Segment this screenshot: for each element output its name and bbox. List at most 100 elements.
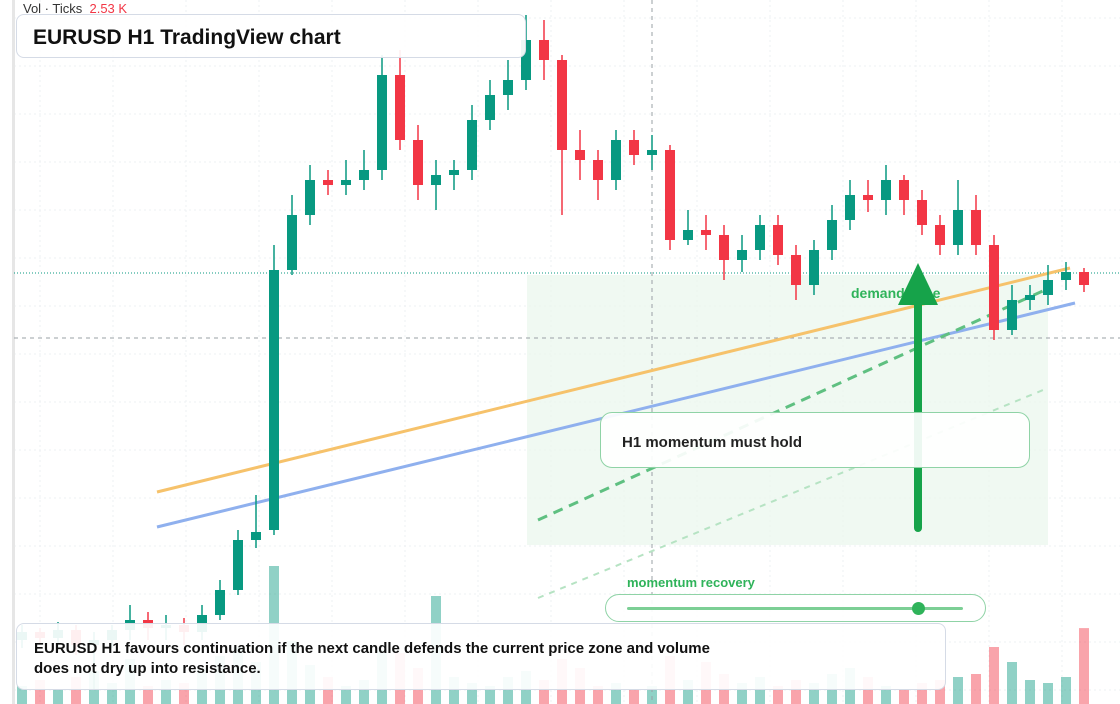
- candle-body: [593, 160, 603, 180]
- volume-bar: [683, 680, 693, 704]
- volume-bar: [809, 683, 819, 704]
- candle-body: [719, 235, 729, 260]
- volume-bar: [953, 677, 963, 704]
- note-box: EURUSD H1 favours continuation if the ne…: [16, 623, 946, 690]
- candle-body: [665, 150, 675, 240]
- candle-body: [503, 80, 513, 95]
- volume-bar: [863, 677, 873, 704]
- candle-body: [395, 75, 405, 140]
- candle-body: [467, 120, 477, 170]
- candle-body: [413, 140, 423, 185]
- volume-bar: [989, 647, 999, 704]
- volume-bar: [161, 680, 171, 704]
- volume-bar: [755, 677, 765, 704]
- candle-body: [629, 140, 639, 155]
- note-text: EURUSD H1 favours continuation if the ne…: [34, 640, 710, 677]
- volume-title: Vol · Ticks: [23, 1, 83, 16]
- volume-bar: [1043, 683, 1053, 704]
- arrow-head: [898, 263, 938, 305]
- title: EURUSD H1 TradingView chart: [33, 26, 341, 49]
- slider-label: momentum recovery: [627, 575, 755, 590]
- candle-body: [989, 245, 999, 330]
- volume-bar: [593, 686, 603, 704]
- volume-bar: [323, 677, 333, 704]
- slider-knob[interactable]: [912, 602, 925, 615]
- candle-body: [1061, 272, 1071, 280]
- callout-box: H1 momentum must hold: [600, 412, 1030, 468]
- volume-bar: [53, 689, 63, 704]
- volume-bar: [899, 689, 909, 704]
- candle-body: [611, 140, 621, 180]
- volume-bar: [629, 689, 639, 704]
- volume-bar: [647, 686, 657, 704]
- candle-body: [233, 540, 243, 590]
- volume-bar: [1061, 677, 1071, 704]
- candle-body: [539, 40, 549, 60]
- candle-body: [881, 180, 891, 200]
- candles: [17, 15, 1089, 690]
- candle-body: [305, 180, 315, 215]
- candle-body: [215, 590, 225, 615]
- title-box: EURUSD H1 TradingView chart: [16, 14, 526, 58]
- candle-body: [953, 210, 963, 245]
- volume-bar: [341, 686, 351, 704]
- candle-body: [521, 40, 531, 80]
- volume-bar: [773, 686, 783, 704]
- candle-body: [791, 255, 801, 285]
- volume-bar: [485, 686, 495, 704]
- candle-body: [575, 150, 585, 160]
- candle-body: [899, 180, 909, 200]
- candle-body: [323, 180, 333, 185]
- left-edge: [12, 0, 15, 704]
- candle-body: [431, 175, 441, 185]
- volume-bar: [71, 677, 81, 704]
- volume-bar: [1079, 628, 1089, 704]
- volume-bar: [737, 683, 747, 704]
- candle-body: [809, 250, 819, 285]
- volume-bar: [791, 680, 801, 704]
- candle-body: [287, 215, 297, 270]
- volume-value: 2.53 K: [89, 1, 128, 16]
- candle-body: [359, 170, 369, 180]
- trendline-dashed: [537, 288, 1046, 522]
- candle-body: [971, 210, 981, 245]
- candle-body: [251, 532, 261, 540]
- volume-bar: [503, 677, 513, 704]
- volume-bar: [35, 680, 45, 704]
- candle-body: [647, 150, 657, 155]
- slider[interactable]: [605, 594, 986, 622]
- candle-body: [755, 225, 765, 250]
- candle-body: [1007, 300, 1017, 330]
- candle-body: [1079, 272, 1089, 285]
- volume-bar: [359, 680, 369, 704]
- candle-body: [845, 195, 855, 220]
- candle-body: [935, 225, 945, 245]
- candle-body: [683, 230, 693, 240]
- candle-body: [737, 250, 747, 260]
- slider-track: [627, 607, 963, 610]
- candle-body: [377, 75, 387, 170]
- candle-body: [701, 230, 711, 235]
- volume-bar: [917, 683, 927, 704]
- candle-body: [1025, 295, 1035, 300]
- volume-header: Vol · Ticks 2.53 K: [23, 1, 127, 16]
- volume-bar: [971, 674, 981, 704]
- volume-bar: [179, 683, 189, 704]
- candle-body: [863, 195, 873, 200]
- candle-body: [485, 95, 495, 120]
- volume-bar: [539, 680, 549, 704]
- candle-body: [449, 170, 459, 175]
- candle-body: [341, 180, 351, 185]
- candle-body: [773, 225, 783, 255]
- candle-body: [827, 220, 837, 250]
- volume-bar: [935, 680, 945, 704]
- volume-bar: [449, 677, 459, 704]
- demand-zone: [527, 275, 1048, 545]
- volume-bar: [143, 686, 153, 704]
- volume-bar: [17, 686, 27, 704]
- candle-body: [557, 60, 567, 150]
- candle-body: [269, 270, 279, 530]
- volume-bar: [1007, 662, 1017, 704]
- volume-bar: [107, 683, 117, 704]
